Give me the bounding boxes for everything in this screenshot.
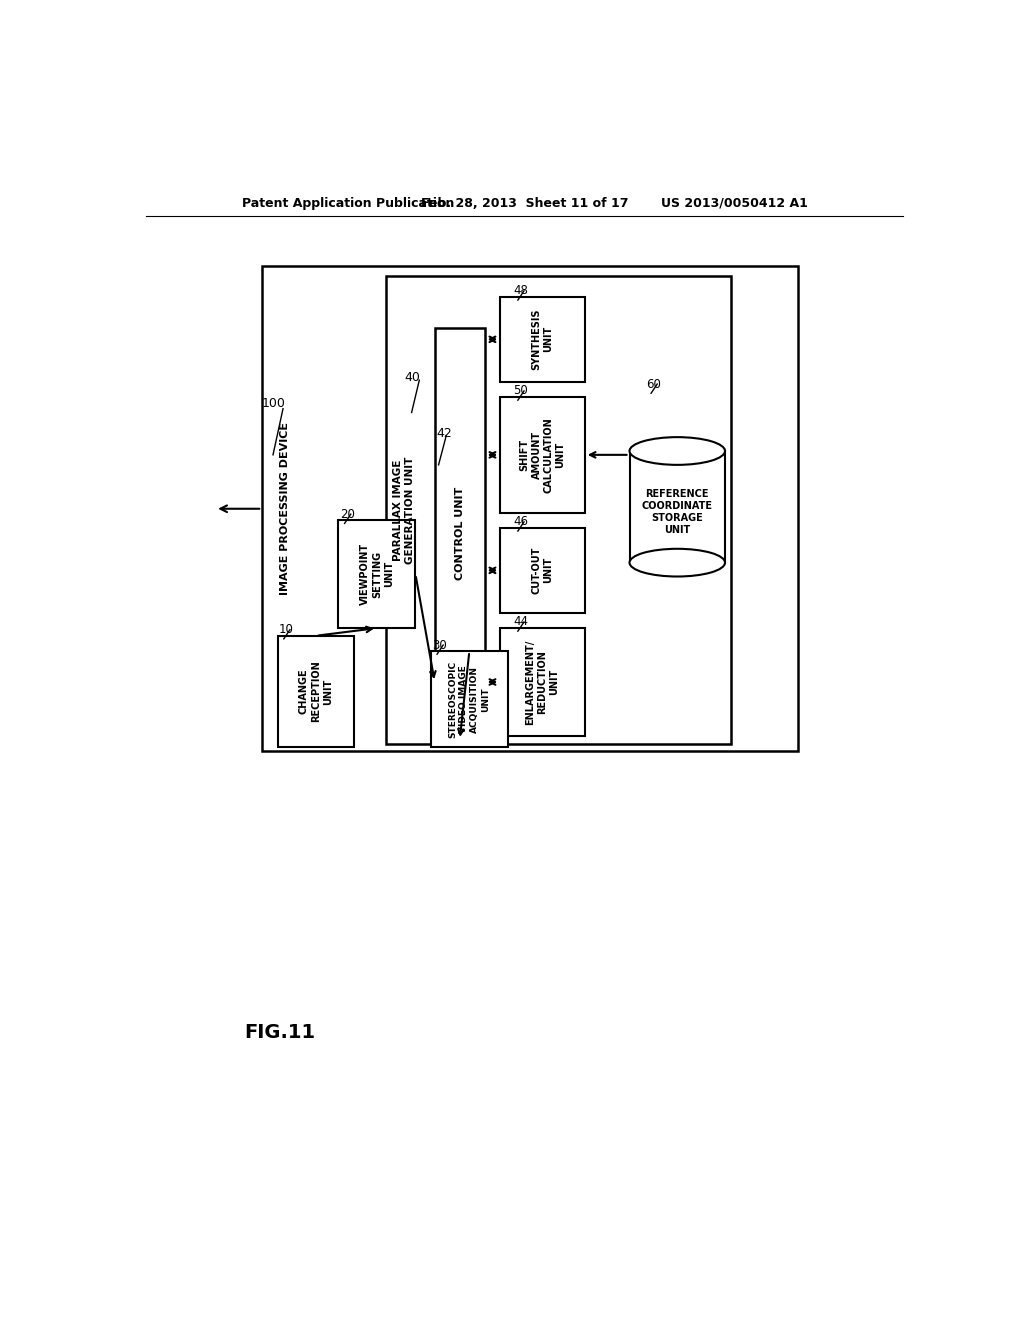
- Bar: [500, 628, 585, 737]
- Bar: [339, 520, 416, 628]
- Text: CHANGE
RECEPTION
UNIT: CHANGE RECEPTION UNIT: [299, 661, 333, 722]
- Text: CUT-OUT
UNIT: CUT-OUT UNIT: [531, 546, 554, 594]
- Text: CONTROL UNIT: CONTROL UNIT: [455, 487, 465, 581]
- Text: 40: 40: [403, 371, 420, 384]
- Bar: [431, 651, 508, 747]
- Text: Patent Application Publication: Patent Application Publication: [243, 197, 455, 210]
- Bar: [500, 297, 585, 381]
- Text: 44: 44: [513, 615, 528, 628]
- Text: 20: 20: [340, 508, 355, 520]
- Bar: [500, 528, 585, 612]
- Text: 30: 30: [432, 639, 447, 652]
- Bar: [278, 636, 354, 747]
- Text: REFERENCE
COORDINATE
STORAGE
UNIT: REFERENCE COORDINATE STORAGE UNIT: [642, 490, 713, 536]
- Text: 60: 60: [646, 378, 662, 391]
- Ellipse shape: [630, 437, 725, 465]
- Text: 42: 42: [436, 426, 452, 440]
- Bar: [630, 451, 725, 562]
- Bar: [435, 327, 484, 739]
- Text: SYNTHESIS
UNIT: SYNTHESIS UNIT: [531, 309, 554, 370]
- Bar: [262, 267, 798, 751]
- Text: PARALLAX IMAGE
GENERATION UNIT: PARALLAX IMAGE GENERATION UNIT: [393, 457, 415, 564]
- Text: SHIFT
AMOUNT
CALCULATION
UNIT: SHIFT AMOUNT CALCULATION UNIT: [519, 417, 565, 492]
- Ellipse shape: [630, 549, 725, 577]
- Text: IMAGE PROCESSING DEVICE: IMAGE PROCESSING DEVICE: [280, 422, 290, 595]
- Ellipse shape: [630, 437, 725, 465]
- Text: US 2013/0050412 A1: US 2013/0050412 A1: [662, 197, 808, 210]
- Text: FIG.11: FIG.11: [245, 1023, 315, 1041]
- Text: VIEWPOINT
SETTING
UNIT: VIEWPOINT SETTING UNIT: [360, 543, 394, 606]
- Bar: [500, 397, 585, 512]
- Bar: [386, 276, 731, 743]
- Text: 50: 50: [513, 384, 528, 397]
- Text: 100: 100: [261, 397, 286, 409]
- Text: STEREOSCOPIC
VIDEO IMAGE
ACQUISITION
UNIT: STEREOSCOPIC VIDEO IMAGE ACQUISITION UNI…: [449, 661, 490, 738]
- Text: 10: 10: [280, 623, 294, 636]
- Text: 48: 48: [513, 284, 528, 297]
- Text: 46: 46: [513, 515, 528, 528]
- Text: Feb. 28, 2013  Sheet 11 of 17: Feb. 28, 2013 Sheet 11 of 17: [421, 197, 629, 210]
- Text: ENLARGEMENT/
REDUCTION
UNIT: ENLARGEMENT/ REDUCTION UNIT: [525, 639, 559, 725]
